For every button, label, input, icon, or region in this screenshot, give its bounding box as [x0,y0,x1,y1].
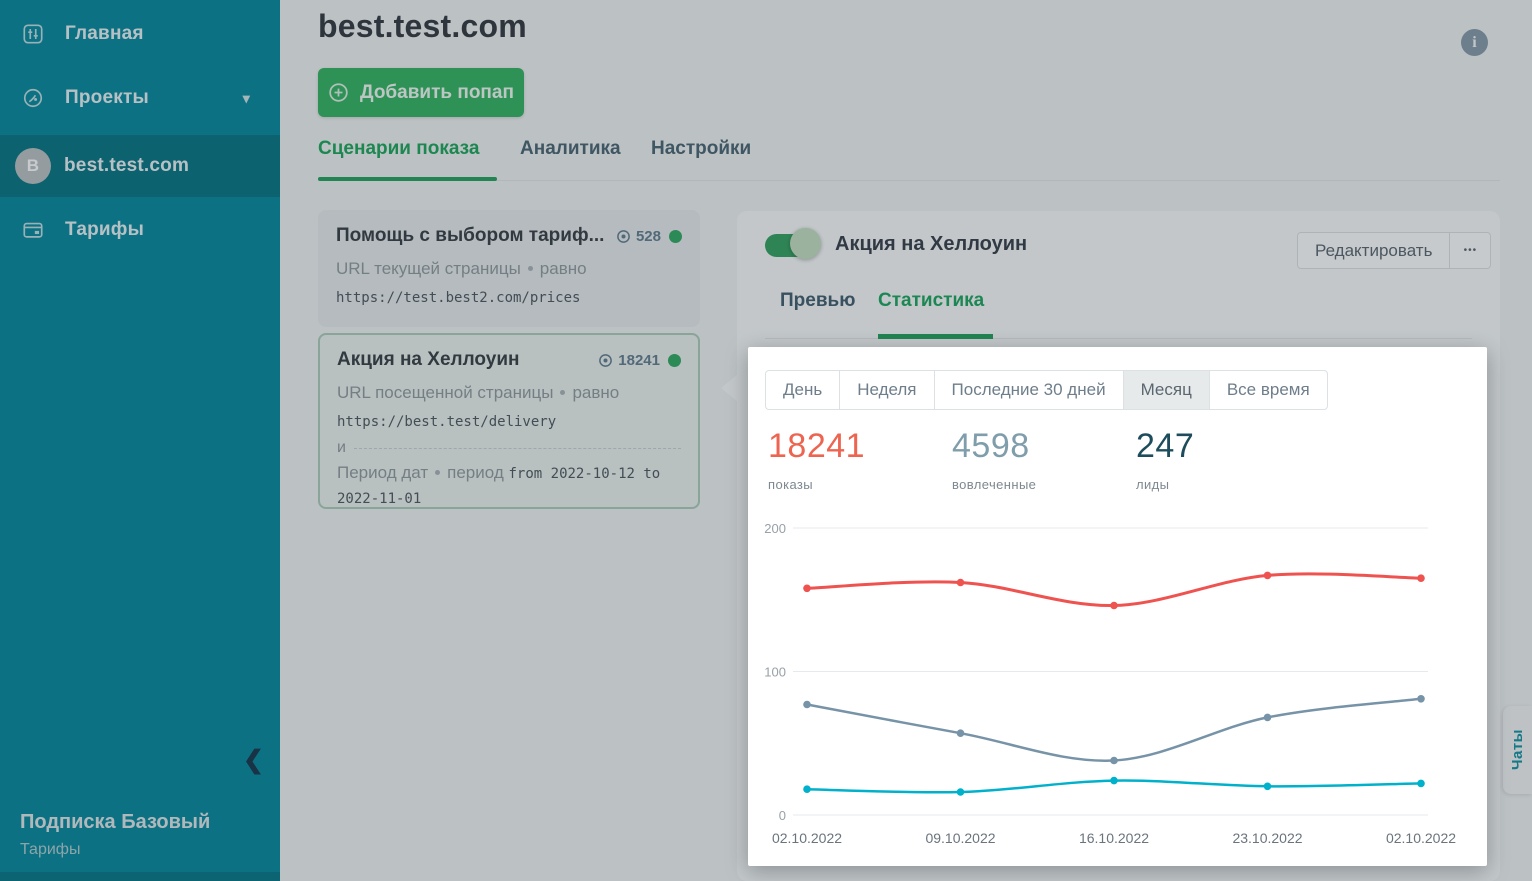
tab-scenarios[interactable]: Сценарии показа [318,138,479,160]
sidebar-item-project-best-test-com[interactable]: B best.test.com [0,135,280,197]
eye-icon [598,353,613,368]
period-button-month[interactable]: Месяц [1123,371,1209,409]
sidebar-item-tariffs[interactable]: Тарифы [0,207,280,253]
metric-value: 4598 [952,427,1136,466]
status-badge [669,230,682,243]
condition-label: URL текущей страницы [336,259,521,278]
dot-separator-icon [560,390,565,395]
status-badge [668,354,681,367]
edit-button[interactable]: Редактировать [1298,233,1449,268]
views-counter: 528 [616,228,661,245]
sidebar-item-label: Проекты [65,87,149,109]
period-button-last-30-days[interactable]: Последние 30 дней [934,371,1123,409]
plus-circle-icon [328,82,349,103]
page-title: best.test.com [318,8,527,45]
metric-impressions: 18241 показы [768,427,952,492]
svg-text:200: 200 [764,521,786,536]
tab-settings[interactable]: Настройки [651,138,751,160]
condition-op: период [447,463,504,482]
condition-value: https://test.best2.com/prices [336,288,682,308]
svg-text:23.10.2022: 23.10.2022 [1232,830,1302,846]
statistics-panel: День Неделя Последние 30 дней Месяц Все … [748,347,1487,866]
metric-label: вовлеченные [952,477,1136,492]
period-button-all-time[interactable]: Все время [1209,371,1327,409]
subscription-title: Подписка Базовый [20,811,210,834]
chevron-down-icon[interactable]: ▾ [243,90,250,107]
condition-op: равно [572,383,619,402]
tab-preview[interactable]: Превью [780,290,855,312]
sidebar-item-label: Тарифы [65,219,144,241]
metric-label: показы [768,477,952,492]
wallet-icon [22,219,44,241]
sidebar-bottom-strip [0,872,280,881]
globe-icon [22,87,44,109]
condition-joiner: и [337,439,346,457]
toggle-knob[interactable] [790,228,821,259]
svg-text:09.10.2022: 09.10.2022 [925,830,995,846]
condition-label: URL посещенной страницы [337,383,553,402]
views-count: 18241 [618,352,660,369]
svg-text:0: 0 [779,808,786,823]
scenario-title: Помощь с выбором тариф... [336,225,604,247]
metric-engaged: 4598 вовлеченные [952,427,1136,492]
views-counter: 18241 [598,352,660,369]
period-button-week[interactable]: Неделя [839,371,933,409]
views-count: 528 [636,228,661,245]
period-button-day[interactable]: День [766,371,839,409]
edit-button-group: Редактировать ••• [1297,232,1491,269]
info-icon[interactable]: i [1461,29,1488,56]
chats-tab[interactable]: Чаты [1503,706,1532,794]
add-popup-button[interactable]: Добавить попап [318,68,524,117]
subscription-tariffs-link[interactable]: Тарифы [20,841,80,859]
scenario-card-help-with-tariff[interactable]: Помощь с выбором тариф... 528 URL текуще… [318,210,700,327]
detail-title: Акция на Хеллоуин [835,233,1027,256]
metric-leads: 247 лиды [1136,427,1320,492]
condition-value: https://best.test/delivery [337,412,681,432]
eye-icon [616,229,631,244]
scenario-card-halloween-selected[interactable]: Акция на Хеллоуин 18241 URL посещенной с… [318,333,700,509]
active-subtab-underline [878,334,993,339]
more-options-button[interactable]: ••• [1450,233,1490,268]
scenario-title: Акция на Хеллоуин [337,349,520,371]
dashed-divider [354,448,681,449]
stats-line-chart[interactable]: 0 100 200 02.10.2022 09.10.2022 16.10.2022 23.… [760,512,1460,857]
svg-text:02.10.2022: 02.10.2022 [1386,830,1456,846]
tab-analytics[interactable]: Аналитика [520,138,621,160]
metric-value: 18241 [768,427,952,466]
sliders-icon [22,23,44,45]
tab-statistics[interactable]: Статистика [878,290,984,312]
metrics-row: 18241 показы 4598 вовлеченные 247 лиды [768,427,1320,492]
metric-value: 247 [1136,427,1320,466]
sidebar: Главная Проекты ▾ B best.test.com Тарифы… [0,0,280,881]
sidebar-item-label: best.test.com [64,155,189,177]
dot-separator-icon [435,470,440,475]
sidebar-item-label: Главная [65,23,144,45]
chats-tab-label: Чаты [1509,729,1526,770]
sidebar-item-projects[interactable]: Проекты ▾ [0,75,280,121]
condition-label: Период дат [337,463,428,482]
collapse-sidebar-icon[interactable]: ❮ [243,748,264,773]
metric-label: лиды [1136,477,1320,492]
svg-text:02.10.2022: 02.10.2022 [772,830,842,846]
sidebar-item-home[interactable]: Главная [0,11,280,57]
add-popup-button-label: Добавить попап [360,82,514,104]
subtabs-divider [765,338,1472,339]
avatar: B [15,148,51,184]
period-filter-group: День Неделя Последние 30 дней Месяц Все … [765,370,1328,410]
svg-text:16.10.2022: 16.10.2022 [1079,830,1149,846]
active-tab-underline [318,177,497,181]
panel-pointer-icon [721,374,738,402]
condition-op: равно [540,259,587,278]
dot-separator-icon [528,266,533,271]
svg-text:100: 100 [764,665,786,680]
